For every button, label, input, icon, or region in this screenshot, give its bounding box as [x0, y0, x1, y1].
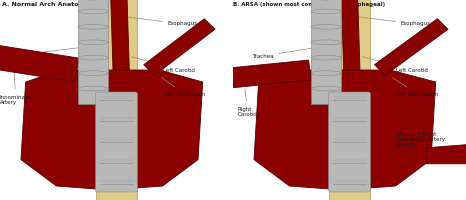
Text: Left Carotid: Left Carotid — [363, 57, 428, 72]
Text: Right
Carotid: Right Carotid — [238, 89, 258, 117]
PathPatch shape — [375, 19, 448, 75]
Text: Esophagus: Esophagus — [355, 16, 431, 26]
PathPatch shape — [208, 60, 311, 90]
Text: Trachea: Trachea — [0, 46, 90, 58]
Bar — [329, 0, 370, 200]
Text: Left Carotid: Left Carotid — [132, 57, 195, 72]
FancyBboxPatch shape — [329, 92, 370, 192]
PathPatch shape — [342, 0, 360, 70]
Text: B. ARSA (shown most common, retroesophageal): B. ARSA (shown most common, retroesophag… — [233, 2, 385, 7]
PathPatch shape — [111, 0, 129, 70]
PathPatch shape — [144, 19, 215, 75]
PathPatch shape — [0, 44, 79, 82]
Polygon shape — [21, 70, 203, 190]
FancyBboxPatch shape — [96, 92, 137, 192]
Polygon shape — [254, 70, 436, 190]
Bar — [78, 0, 108, 104]
Text: Left Subclavian: Left Subclavian — [392, 78, 439, 97]
Text: Innominate
Artery: Innominate Artery — [0, 73, 32, 105]
Bar — [96, 0, 137, 200]
Text: A. Normal Arch Anatomy: A. Normal Arch Anatomy — [2, 2, 89, 7]
Bar — [311, 0, 341, 104]
Text: Esophagus: Esophagus — [122, 16, 198, 26]
Polygon shape — [426, 144, 466, 164]
Text: Left Subclavian: Left Subclavian — [162, 78, 206, 97]
Text: Trachea: Trachea — [252, 46, 323, 58]
Text: Aberrant Right
Subclavian Artery
(ARSA): Aberrant Right Subclavian Artery (ARSA) — [396, 132, 445, 153]
